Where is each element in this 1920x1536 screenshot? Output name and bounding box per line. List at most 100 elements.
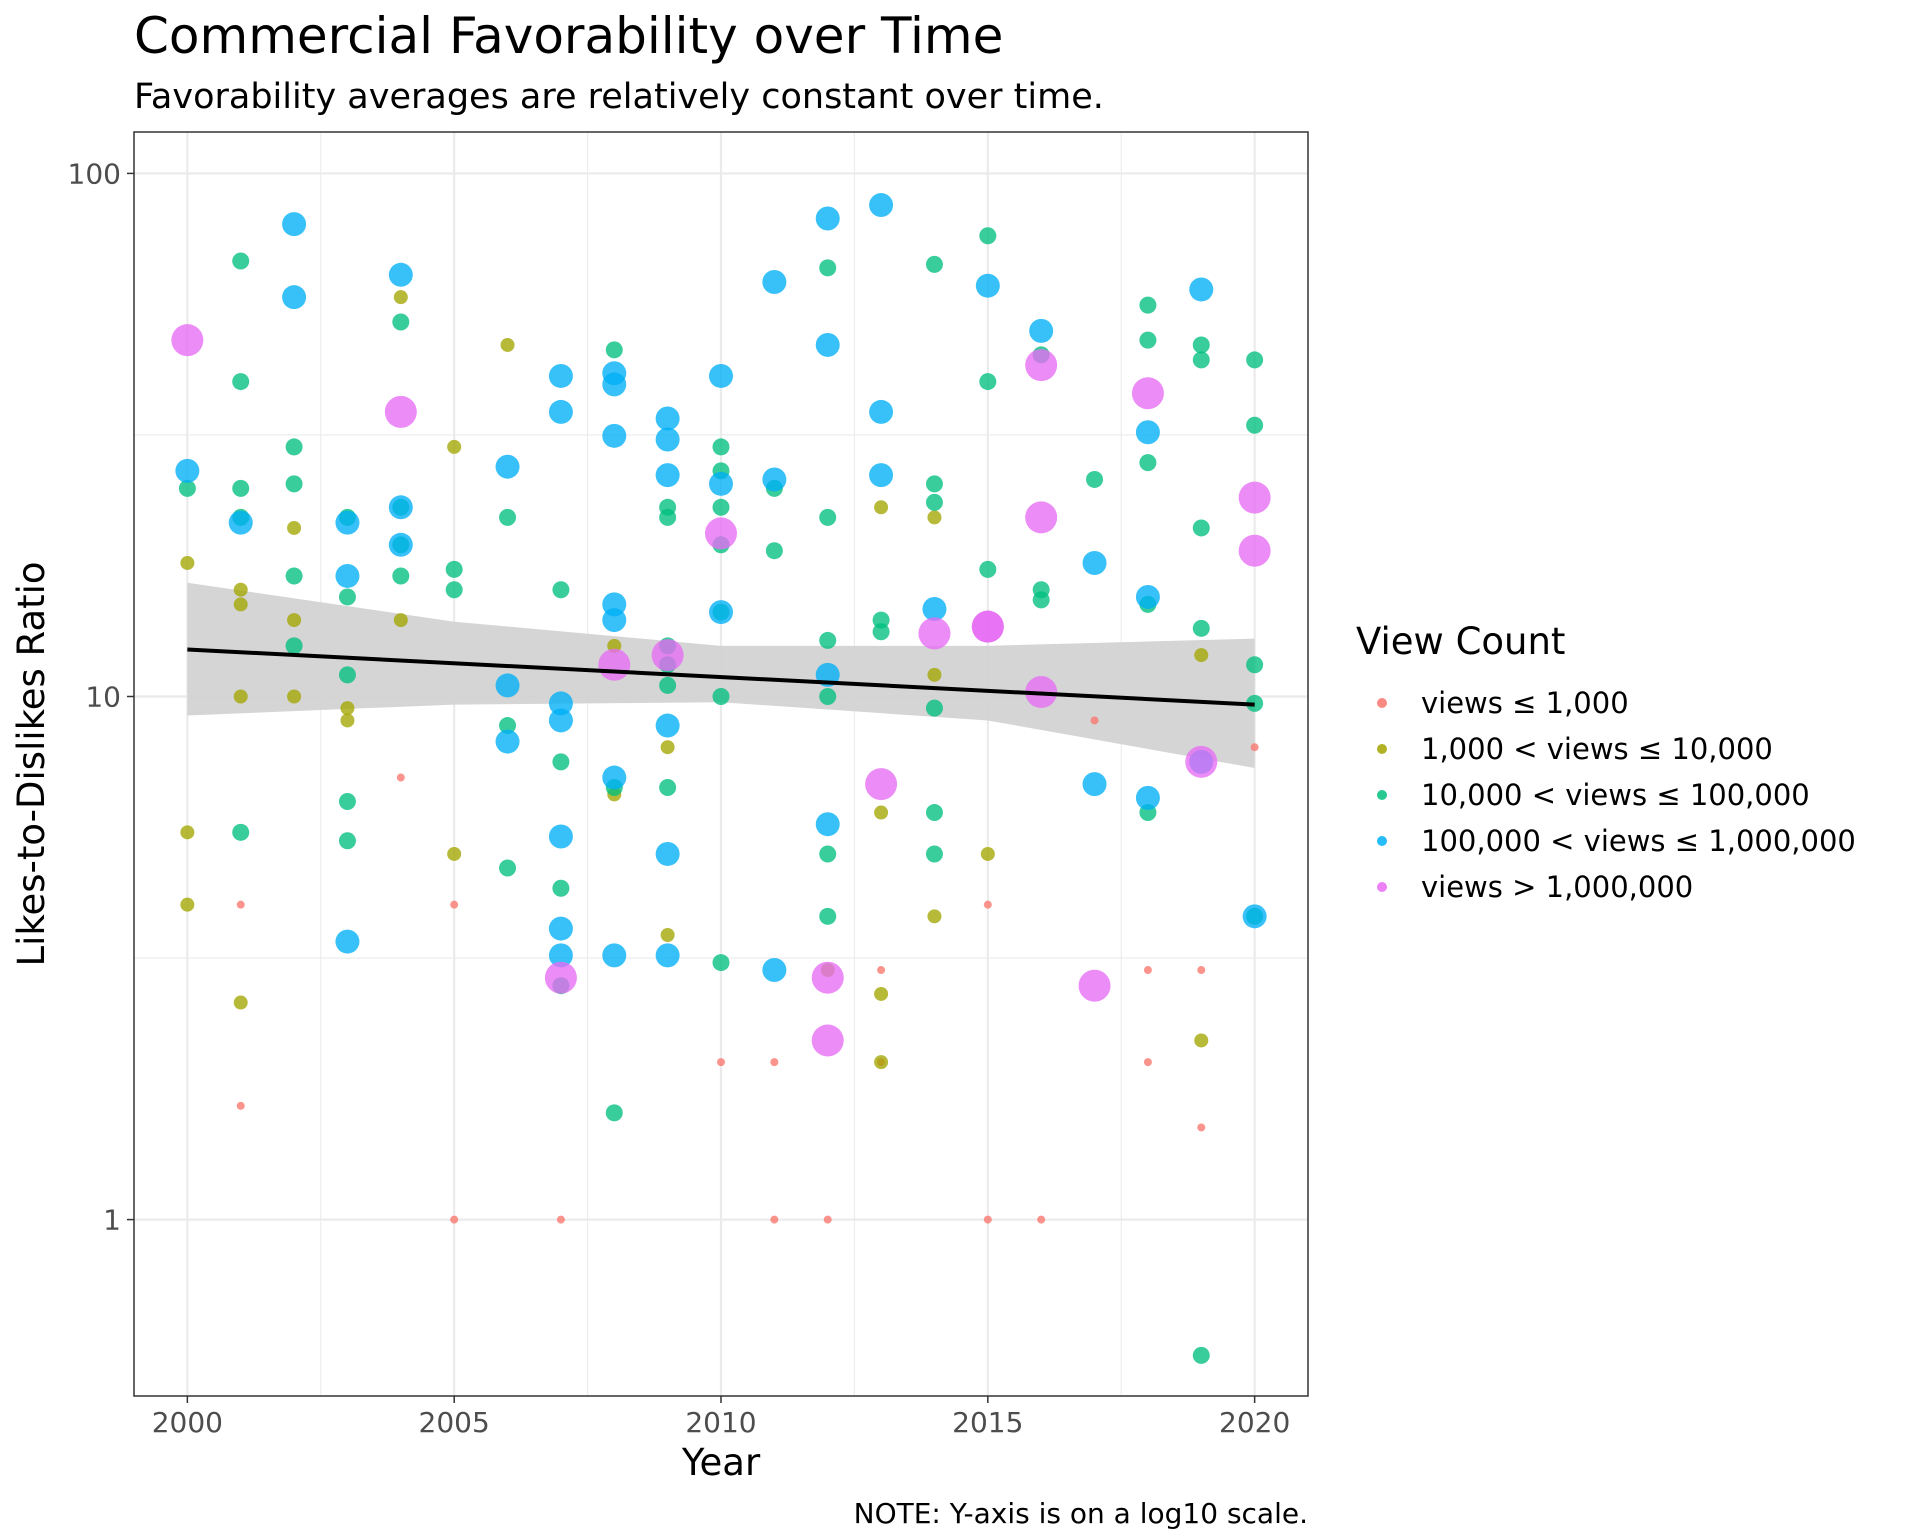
data-point xyxy=(236,1101,245,1110)
data-point xyxy=(983,1215,992,1224)
legend: View Count views ≤ 1,000 1,000 < views ≤ … xyxy=(1356,620,1856,904)
legend-key xyxy=(1377,698,1387,708)
data-point xyxy=(499,508,517,526)
data-point xyxy=(659,508,677,526)
data-point xyxy=(819,259,837,277)
legend-item: 100,000 < views ≤ 1,000,000 xyxy=(1377,824,1856,858)
data-point xyxy=(175,458,200,483)
data-point xyxy=(1197,966,1206,975)
data-point xyxy=(233,582,248,597)
data-point xyxy=(338,666,356,684)
data-point xyxy=(869,193,894,218)
data-point xyxy=(499,717,517,735)
data-point xyxy=(1131,377,1164,410)
data-point xyxy=(717,1058,725,1067)
data-point xyxy=(762,958,787,983)
data-point xyxy=(765,542,783,560)
data-point xyxy=(712,438,730,456)
data-point xyxy=(1032,591,1050,609)
data-point xyxy=(971,610,1004,643)
data-point xyxy=(338,832,356,850)
chart-caption: NOTE: Y-axis is on a log10 scale. xyxy=(854,1497,1308,1530)
data-point xyxy=(548,708,573,733)
data-point xyxy=(1143,966,1152,975)
data-point xyxy=(287,520,302,535)
legend-key xyxy=(1377,744,1387,754)
data-point xyxy=(1139,331,1157,349)
data-point xyxy=(450,900,459,909)
data-point xyxy=(447,439,462,454)
data-point xyxy=(709,471,733,496)
data-point xyxy=(1135,785,1160,810)
data-point xyxy=(869,399,894,424)
data-point xyxy=(979,560,997,578)
data-point xyxy=(233,689,248,704)
data-point xyxy=(388,262,413,287)
data-point xyxy=(171,324,204,357)
data-point xyxy=(709,363,733,388)
data-point xyxy=(338,588,356,606)
data-point xyxy=(1078,969,1111,1002)
data-point xyxy=(659,778,677,796)
data-point xyxy=(495,454,520,479)
data-point xyxy=(232,823,250,841)
data-point xyxy=(762,467,787,492)
y-tick-label: 100 xyxy=(68,157,121,190)
data-point xyxy=(285,438,303,456)
data-point xyxy=(925,804,943,822)
data-point xyxy=(282,212,307,237)
data-point xyxy=(228,510,253,535)
legend-label: 1,000 < views ≤ 10,000 xyxy=(1421,732,1773,766)
data-point xyxy=(1238,534,1271,567)
data-point xyxy=(872,623,890,641)
data-point xyxy=(927,667,942,682)
data-point xyxy=(655,841,680,866)
data-point xyxy=(447,846,462,861)
data-point xyxy=(180,555,195,570)
data-point xyxy=(874,986,889,1001)
data-point xyxy=(709,600,733,625)
data-point xyxy=(1135,420,1160,445)
data-point xyxy=(980,846,995,861)
data-point xyxy=(874,500,889,515)
data-point xyxy=(285,567,303,585)
legend-key xyxy=(1377,790,1387,800)
data-point xyxy=(819,688,837,706)
data-point xyxy=(865,768,898,801)
data-point xyxy=(712,688,730,706)
data-point xyxy=(655,713,680,738)
data-point xyxy=(388,495,413,520)
data-point xyxy=(285,637,303,655)
data-point xyxy=(282,285,307,310)
data-point xyxy=(548,824,573,849)
data-point xyxy=(874,805,889,820)
data-point xyxy=(1192,1346,1210,1364)
data-point xyxy=(1139,454,1157,472)
data-point xyxy=(651,639,684,672)
x-tick-label: 2020 xyxy=(1219,1406,1290,1439)
data-point xyxy=(548,363,573,388)
data-point xyxy=(975,273,1000,298)
data-point xyxy=(556,1215,565,1224)
data-point xyxy=(1090,716,1099,725)
x-tick-label: 2005 xyxy=(419,1406,490,1439)
data-point xyxy=(815,206,840,231)
y-axis-title: Likes-to-Dislikes Ratio xyxy=(10,561,53,966)
data-point xyxy=(598,648,631,681)
data-point xyxy=(338,792,356,810)
data-point xyxy=(548,691,573,716)
data-point xyxy=(925,475,943,493)
data-point xyxy=(660,927,675,942)
data-point xyxy=(500,337,515,352)
x-tick-label: 2000 xyxy=(152,1406,223,1439)
data-point xyxy=(180,825,195,840)
data-point xyxy=(180,897,195,912)
data-point xyxy=(1135,584,1160,609)
data-point xyxy=(445,581,463,599)
data-point xyxy=(552,879,570,897)
data-point xyxy=(178,479,196,497)
data-point xyxy=(874,1055,889,1070)
data-point xyxy=(393,613,408,628)
data-point xyxy=(655,463,680,488)
